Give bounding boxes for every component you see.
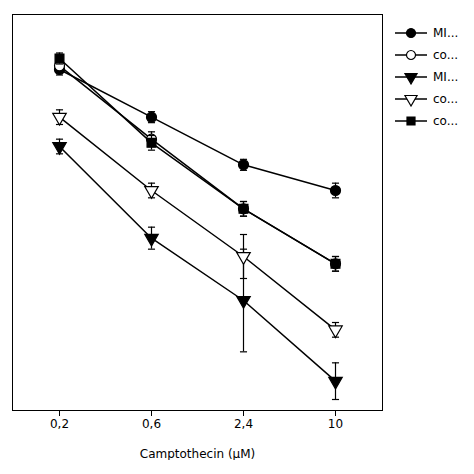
svg-text:0,6: 0,6 [142,417,161,431]
html-text:co...: co... [433,48,459,62]
html-text:MI...: MI... [433,70,459,84]
svg-text:0,2: 0,2 [50,417,69,431]
svg-text:10: 10 [328,417,343,431]
html-text:MI...: MI... [433,26,459,40]
svg-text:2,4: 2,4 [234,417,253,431]
html-text:co...: co... [433,92,459,106]
html-text:co...: co... [433,114,459,128]
svg-text:Camptothecin (μM): Camptothecin (μM) [140,447,255,461]
